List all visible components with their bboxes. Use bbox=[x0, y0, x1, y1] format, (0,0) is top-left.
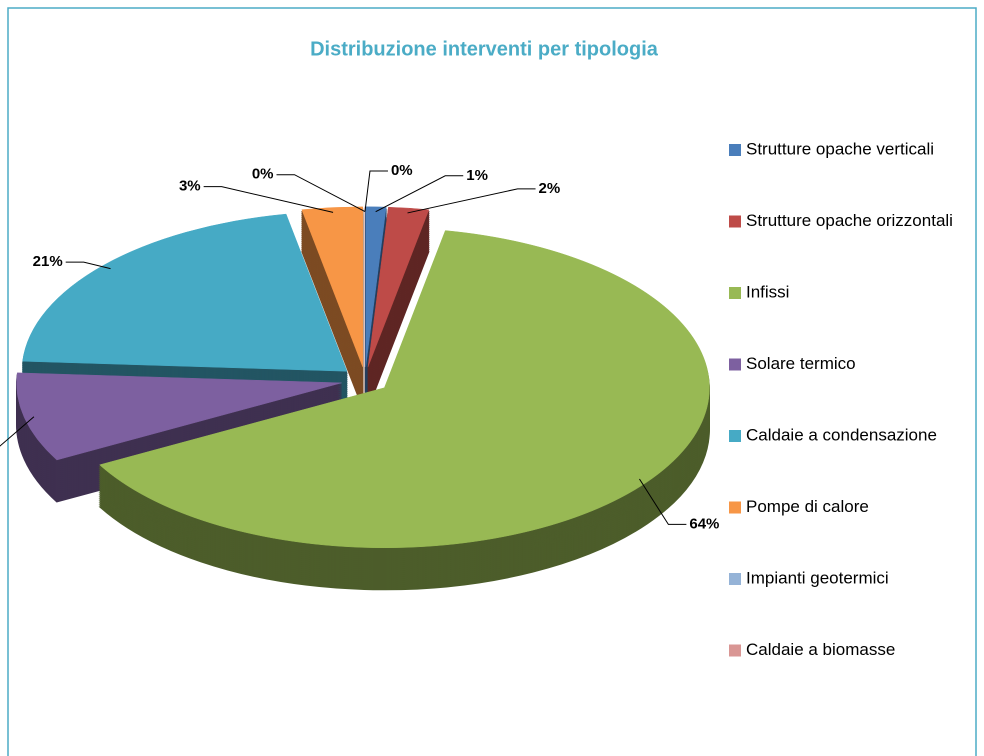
data-label: 0% bbox=[252, 166, 274, 183]
legend-label: Caldaie a biomasse bbox=[746, 640, 895, 659]
slice bbox=[16, 372, 342, 461]
data-label: 2% bbox=[539, 180, 561, 197]
legend-label: Solare termico bbox=[746, 354, 856, 373]
legend-swatch bbox=[729, 430, 741, 442]
legend-swatch bbox=[729, 644, 741, 657]
legend-label: Impianti geotermici bbox=[746, 568, 889, 587]
legend-swatch bbox=[729, 358, 741, 371]
data-label: 3% bbox=[179, 178, 201, 195]
leader-line bbox=[65, 261, 111, 270]
slice bbox=[99, 230, 710, 549]
leader-line bbox=[407, 188, 536, 214]
legend-swatch bbox=[729, 573, 741, 585]
leader-line bbox=[375, 175, 464, 213]
legend-label: Strutture opache verticali bbox=[746, 139, 934, 158]
slice bbox=[301, 206, 363, 367]
leader-line bbox=[639, 478, 687, 525]
legend-label: Strutture opache orizzontali bbox=[746, 211, 953, 230]
data-label: 1% bbox=[466, 167, 488, 184]
data-label: 0% bbox=[391, 162, 413, 179]
data-label: 21% bbox=[33, 253, 63, 270]
legend-label: Caldaie a condensazione bbox=[746, 425, 937, 444]
legend-swatch bbox=[729, 501, 741, 514]
legend-label: Pompe di calore bbox=[746, 497, 869, 516]
leader-line bbox=[0, 416, 35, 447]
chart-title: Distribuzione interventi per tipologia bbox=[310, 38, 659, 60]
slice bbox=[22, 213, 348, 372]
legend-swatch bbox=[729, 144, 741, 156]
leader-line bbox=[276, 174, 366, 213]
slice bbox=[367, 206, 430, 367]
leader-line bbox=[364, 170, 388, 212]
legend-swatch bbox=[729, 215, 741, 228]
legend-label: Infissi bbox=[746, 282, 789, 301]
leader-line bbox=[203, 186, 334, 213]
legend-swatch bbox=[729, 287, 741, 299]
data-label: 64% bbox=[689, 515, 719, 532]
